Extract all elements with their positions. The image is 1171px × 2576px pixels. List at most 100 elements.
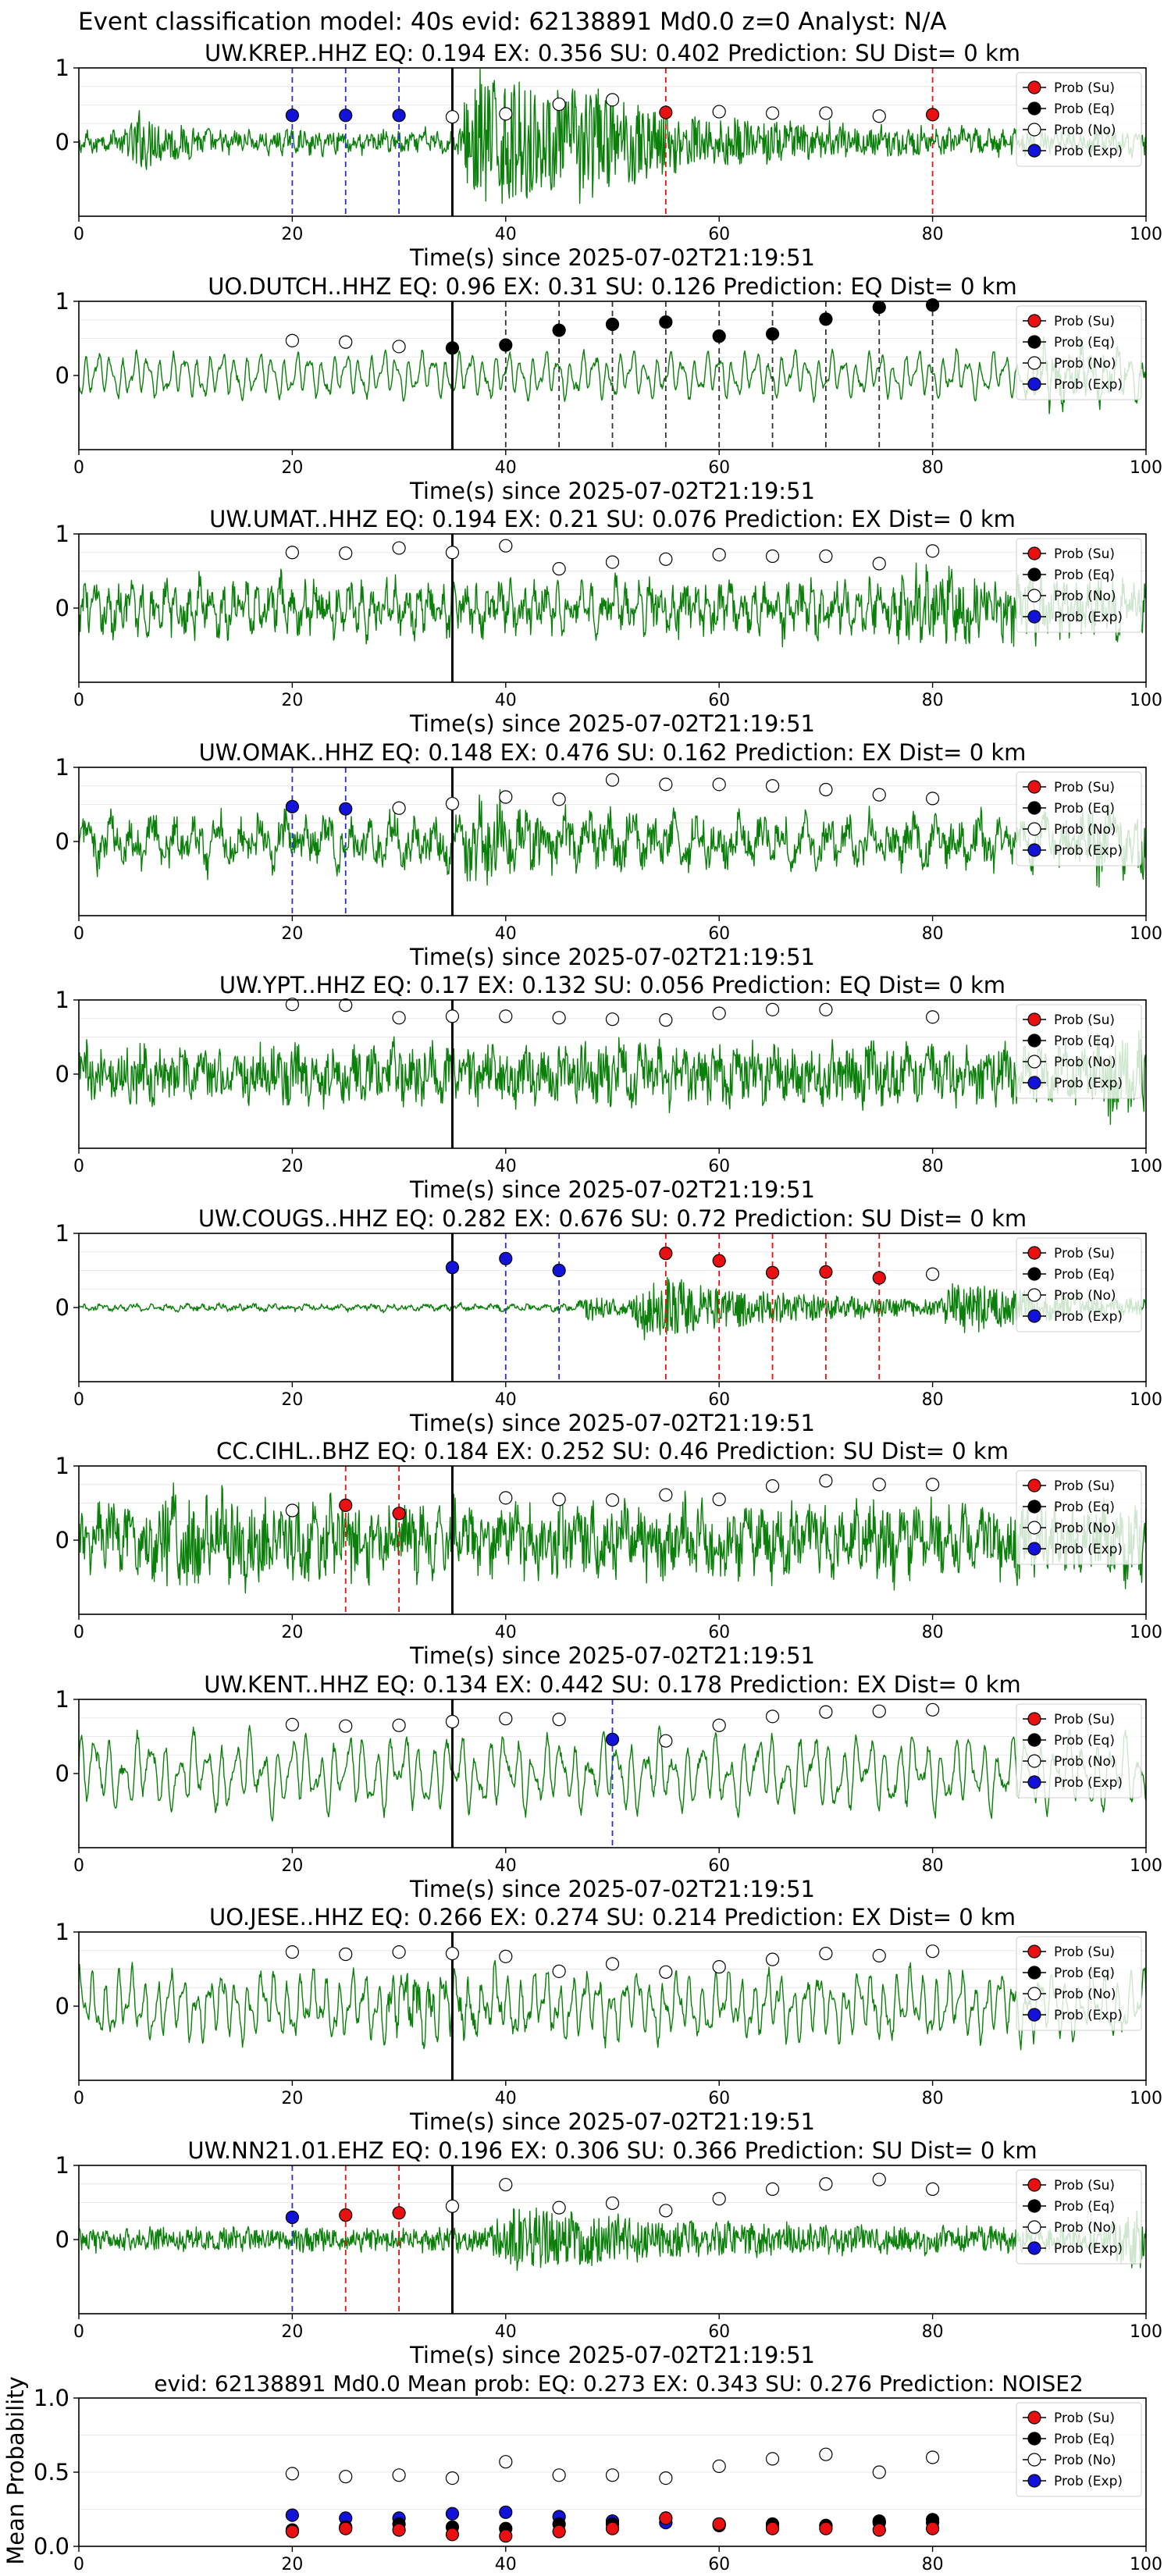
probability-point	[765, 2182, 780, 2196]
probability-point	[445, 796, 460, 811]
probability-point	[552, 1964, 566, 1978]
x-tick-label: 20	[281, 1157, 303, 1176]
station-panel: CC.CIHL..BHZ EQ: 0.184 EX: 0.252 SU: 0.4…	[55, 1438, 1162, 1669]
x-tick-label: 0	[73, 691, 84, 710]
series-no	[285, 2447, 940, 2485]
x-tick-label: 40	[495, 2089, 517, 2108]
x-tick-label: 20	[281, 924, 303, 944]
legend-label: Prob (Exp)	[1054, 2008, 1123, 2023]
legend-label: Prob (Su)	[1054, 2411, 1115, 2426]
probability-point	[925, 1010, 940, 1024]
legend-marker	[1027, 1712, 1041, 1726]
legend: Prob (Su) Prob (Eq) Prob (No) Prob (Exp)	[1016, 771, 1142, 866]
legend-marker	[1027, 335, 1041, 349]
legend-label: Prob (Exp)	[1054, 1775, 1123, 1791]
legend-label: Prob (No)	[1054, 1987, 1116, 2002]
y-tick-label: 1	[55, 1220, 69, 1247]
legend: Prob (Su) Prob (Eq) Prob (No) Prob (Exp)	[1016, 1703, 1142, 1799]
probability-point	[819, 1474, 833, 1488]
waveform-trace	[78, 1959, 1147, 2051]
probability-point	[285, 2210, 299, 2225]
legend-marker	[1027, 1775, 1041, 1789]
legend-marker	[1027, 1944, 1041, 1959]
mean-point	[499, 2505, 513, 2519]
legend-label: Prob (No)	[1054, 1288, 1116, 1304]
x-tick-label: 80	[922, 2322, 944, 2342]
x-tick-label: 20	[281, 2555, 303, 2574]
probability-point	[285, 109, 299, 123]
probability-point	[499, 107, 513, 121]
panel-title: UW.KREP..HHZ EQ: 0.194 EX: 0.356 SU: 0.4…	[205, 40, 1020, 66]
legend-label: Prob (Eq)	[1054, 801, 1115, 817]
legend-marker	[1027, 2199, 1041, 2213]
panel-title: UW.KENT..HHZ EQ: 0.134 EX: 0.442 SU: 0.1…	[204, 1671, 1020, 1698]
waveform-trace	[78, 1482, 1147, 1594]
probability-point	[872, 788, 886, 802]
probability-point	[925, 1944, 940, 1959]
mean-point	[285, 2508, 299, 2522]
probability-point	[712, 2192, 726, 2206]
probability-point	[659, 1965, 673, 1979]
probability-point	[605, 317, 620, 332]
probability-point	[765, 1710, 780, 1724]
probability-point	[392, 1945, 406, 1959]
probability-point	[659, 1734, 673, 1748]
x-tick-label: 20	[281, 2089, 303, 2108]
x-tick-label: 100	[1130, 1157, 1162, 1176]
x-tick-label: 0	[73, 2322, 84, 2342]
probability-point	[552, 562, 566, 576]
probability-point	[605, 1957, 620, 1971]
legend-label: Prob (No)	[1054, 1055, 1116, 1070]
probability-point	[339, 1498, 353, 1512]
legend-box	[1016, 305, 1142, 400]
x-tick-label: 60	[708, 2555, 730, 2574]
legend-marker	[1027, 610, 1041, 624]
probability-point	[605, 1012, 620, 1026]
probability-point	[712, 777, 726, 792]
x-tick-label: 100	[1130, 1856, 1162, 1876]
probability-point	[605, 93, 620, 107]
x-tick-label: 80	[922, 2555, 944, 2574]
panel-title: UW.NN21.01.EHZ EQ: 0.196 EX: 0.306 SU: 0…	[187, 2137, 1037, 2164]
mean-point	[499, 2455, 513, 2469]
panel-title: UW.OMAK..HHZ EQ: 0.148 EX: 0.476 SU: 0.1…	[199, 739, 1027, 766]
x-tick-label: 40	[495, 924, 517, 944]
probability-point	[765, 1265, 780, 1279]
legend-label: Prob (No)	[1054, 822, 1116, 838]
x-tick-label: 60	[708, 924, 730, 944]
legend-label: Prob (No)	[1054, 2453, 1116, 2468]
x-tick-label: 40	[495, 458, 517, 478]
legend-box	[1016, 2402, 1142, 2497]
legend-label: Prob (Eq)	[1054, 1034, 1115, 1049]
probability-point	[712, 1006, 726, 1020]
probability-point	[712, 547, 726, 562]
mean-probability-panel: evid: 62138891 Md0.0 Mean prob: EQ: 0.27…	[2, 2371, 1162, 2574]
legend-label: Prob (Su)	[1054, 1478, 1115, 1494]
mean-point	[925, 2450, 940, 2464]
waveform-trace	[78, 1276, 1147, 1340]
legend: Prob (Su) Prob (Eq) Prob (No) Prob (Exp)	[1016, 1470, 1142, 1565]
x-axis-label: Time(s) since 2025-07-02T21:19:51	[409, 478, 815, 504]
mean-point	[605, 2521, 620, 2535]
legend-label: Prob (Eq)	[1054, 1267, 1115, 1283]
x-tick-label: 20	[281, 225, 303, 244]
probability-point	[925, 2182, 940, 2196]
legend: Prob (Su) Prob (Eq) Prob (No) Prob (Exp)	[1016, 1004, 1142, 1099]
waveform-trace	[78, 69, 1147, 205]
legend-box	[1016, 1470, 1142, 1565]
legend-box	[1016, 771, 1142, 866]
legend-marker	[1027, 1542, 1041, 1556]
station-panel: UW.UMAT..HHZ EQ: 0.194 EX: 0.21 SU: 0.07…	[55, 506, 1162, 737]
x-tick-label: 80	[922, 691, 944, 710]
probability-point	[925, 108, 940, 122]
probability-point	[659, 2204, 673, 2218]
x-tick-label: 40	[495, 691, 517, 710]
legend-marker	[1027, 843, 1041, 857]
legend-marker	[1027, 1966, 1041, 1980]
x-tick-label: 80	[922, 458, 944, 478]
legend-marker	[1027, 2453, 1041, 2467]
probability-point	[339, 2208, 353, 2222]
legend-marker	[1027, 1288, 1041, 1302]
probability-point	[339, 546, 353, 560]
